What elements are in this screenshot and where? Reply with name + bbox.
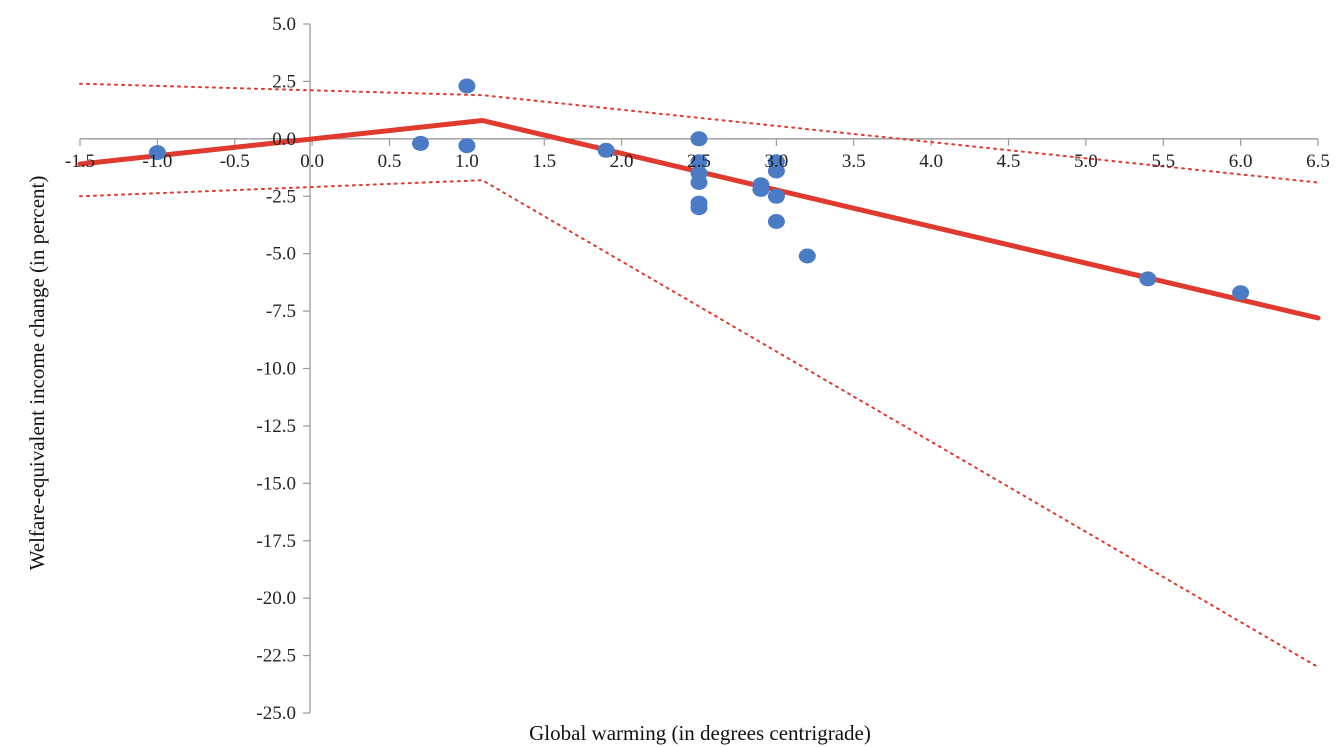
- x-tick-label: 0.5: [378, 151, 402, 172]
- y-axis-title: Welfare-equivalent income change (in per…: [25, 176, 49, 571]
- y-tick-label: -12.5: [256, 416, 296, 437]
- y-tick-label: -20.0: [256, 588, 296, 609]
- y-tick-label: 5.0: [272, 14, 296, 35]
- data-point: [458, 138, 476, 154]
- x-tick-label: 1.5: [532, 151, 556, 172]
- y-tick-label: -17.5: [256, 531, 296, 552]
- fit-line: [77, 118, 1321, 321]
- data-point: [690, 154, 708, 170]
- y-tick-label: -2.5: [266, 186, 296, 207]
- x-tick-label: -0.5: [220, 151, 250, 172]
- x-tick-label: 6.5: [1306, 151, 1330, 172]
- data-point: [1139, 271, 1157, 287]
- x-tick-label: 2.0: [610, 151, 634, 172]
- tick-labels: 5.02.50.0-2.5-5.0-7.5-10.0-12.5-15.0-17.…: [65, 14, 1330, 724]
- fit-line-group: [77, 118, 1321, 321]
- x-tick-label: 4.0: [919, 151, 943, 172]
- data-point: [767, 163, 785, 179]
- data-point: [690, 175, 708, 190]
- data-point: [767, 188, 785, 204]
- scatter-points: [148, 78, 1250, 301]
- y-tick-label: -10.0: [256, 359, 296, 380]
- y-tick-label: -5.0: [266, 244, 296, 265]
- x-tick-label: -1.0: [142, 151, 172, 172]
- y-tick-label: 2.5: [272, 71, 296, 92]
- y-tick-label: 0.0: [272, 129, 296, 150]
- y-tick-label: -7.5: [266, 301, 296, 322]
- data-point: [458, 78, 476, 94]
- x-tick-label: 0.0: [300, 151, 324, 172]
- x-tick-label: 1.0: [455, 151, 479, 172]
- x-tick-label: 3.0: [765, 151, 789, 172]
- upper-confidence-bound: [79, 82, 1319, 184]
- data-point: [1232, 285, 1250, 301]
- data-point: [148, 145, 166, 161]
- data-point: [767, 214, 785, 229]
- x-tick-label: 5.0: [1074, 151, 1098, 172]
- data-point: [690, 131, 708, 147]
- x-tick-label: 2.5: [687, 151, 711, 172]
- y-tick-label: -15.0: [256, 473, 296, 494]
- x-tick-label: 4.5: [997, 151, 1021, 172]
- data-point: [752, 181, 770, 197]
- x-tick-label: -1.5: [65, 151, 95, 172]
- x-axis-title: Global warming (in degrees centrigrade): [529, 721, 871, 745]
- x-tick-label: 3.5: [842, 151, 866, 172]
- x-tick-label: 5.5: [1151, 151, 1175, 172]
- x-tick-label: 6.0: [1229, 151, 1253, 172]
- data-point: [798, 248, 816, 264]
- y-tick-label: -22.5: [256, 646, 296, 667]
- data-point: [690, 200, 708, 216]
- confidence-bounds: [79, 82, 1319, 669]
- y-tick-label: -25.0: [256, 703, 296, 724]
- data-point: [597, 142, 615, 158]
- data-point: [412, 135, 429, 151]
- lower-confidence-bound: [79, 179, 1319, 669]
